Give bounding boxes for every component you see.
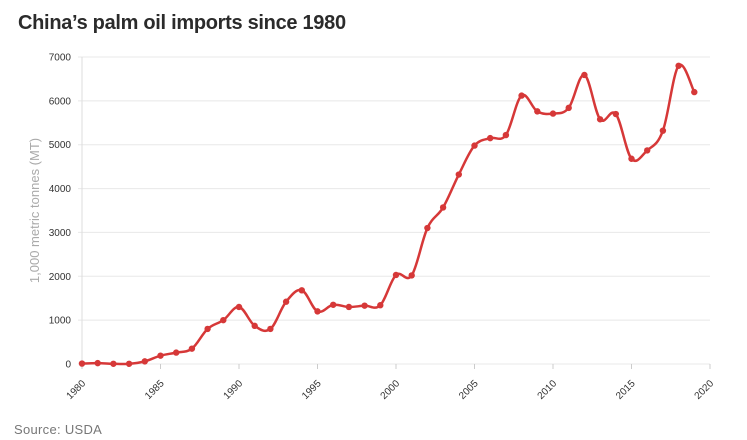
chart-title: China’s palm oil imports since 1980 <box>18 12 346 34</box>
data-point <box>345 303 353 311</box>
data-point <box>408 272 415 279</box>
y-tick-label: 0 <box>65 360 71 371</box>
y-tick-label: 4000 <box>49 184 72 195</box>
data-point <box>267 325 274 333</box>
data-point <box>314 308 321 315</box>
data-point <box>644 147 651 154</box>
data-point <box>691 88 698 96</box>
y-tick-label: 3000 <box>49 228 72 239</box>
data-point <box>173 349 180 356</box>
y-tick-label: 1000 <box>49 316 72 327</box>
x-tick-label: 1995 <box>300 378 324 402</box>
x-tick-label: 2005 <box>457 378 481 402</box>
data-point <box>125 360 133 367</box>
data-point <box>392 271 400 279</box>
y-tick-label: 5000 <box>49 140 72 151</box>
data-point <box>188 345 196 352</box>
data-point <box>502 131 510 139</box>
x-tick-label: 2015 <box>614 378 638 402</box>
data-point <box>235 303 243 311</box>
data-point <box>518 92 525 99</box>
data-point <box>361 302 368 309</box>
data-point <box>534 108 541 115</box>
data-point <box>251 322 258 330</box>
data-point <box>157 352 164 359</box>
data-point <box>628 155 635 162</box>
x-tick-label: 1980 <box>65 378 89 402</box>
data-point <box>282 298 290 305</box>
data-point <box>471 142 478 149</box>
data-point <box>377 302 384 309</box>
x-tick-label: 2020 <box>693 378 717 402</box>
data-point <box>424 224 431 232</box>
y-tick-label: 2000 <box>49 272 72 283</box>
data-point <box>675 62 682 69</box>
data-point <box>110 360 117 367</box>
data-point <box>455 171 462 178</box>
data-point <box>220 316 227 324</box>
data-point <box>596 116 604 123</box>
data-point <box>298 287 305 294</box>
data-point <box>659 127 667 134</box>
y-axis-label: 1,000 metric tonnes (MT) <box>27 138 42 283</box>
data-point <box>581 71 588 79</box>
x-tick-label: 1985 <box>143 378 167 402</box>
data-point <box>612 110 619 118</box>
data-point <box>330 301 337 308</box>
data-point <box>141 358 148 365</box>
source-note: Source: USDA <box>14 422 103 437</box>
data-line <box>81 63 696 366</box>
data-point <box>549 110 557 117</box>
x-tick-label: 2000 <box>379 378 403 402</box>
x-tick-label: 1990 <box>222 378 246 402</box>
y-tick-label: 7000 <box>49 53 72 64</box>
data-point <box>94 359 101 367</box>
y-tick-label: 6000 <box>49 96 72 107</box>
data-point <box>565 104 572 112</box>
x-tick-label: 2010 <box>536 378 560 402</box>
data-point <box>487 134 494 142</box>
data-point <box>439 204 447 211</box>
data-point <box>204 325 211 333</box>
data-point <box>78 360 86 367</box>
